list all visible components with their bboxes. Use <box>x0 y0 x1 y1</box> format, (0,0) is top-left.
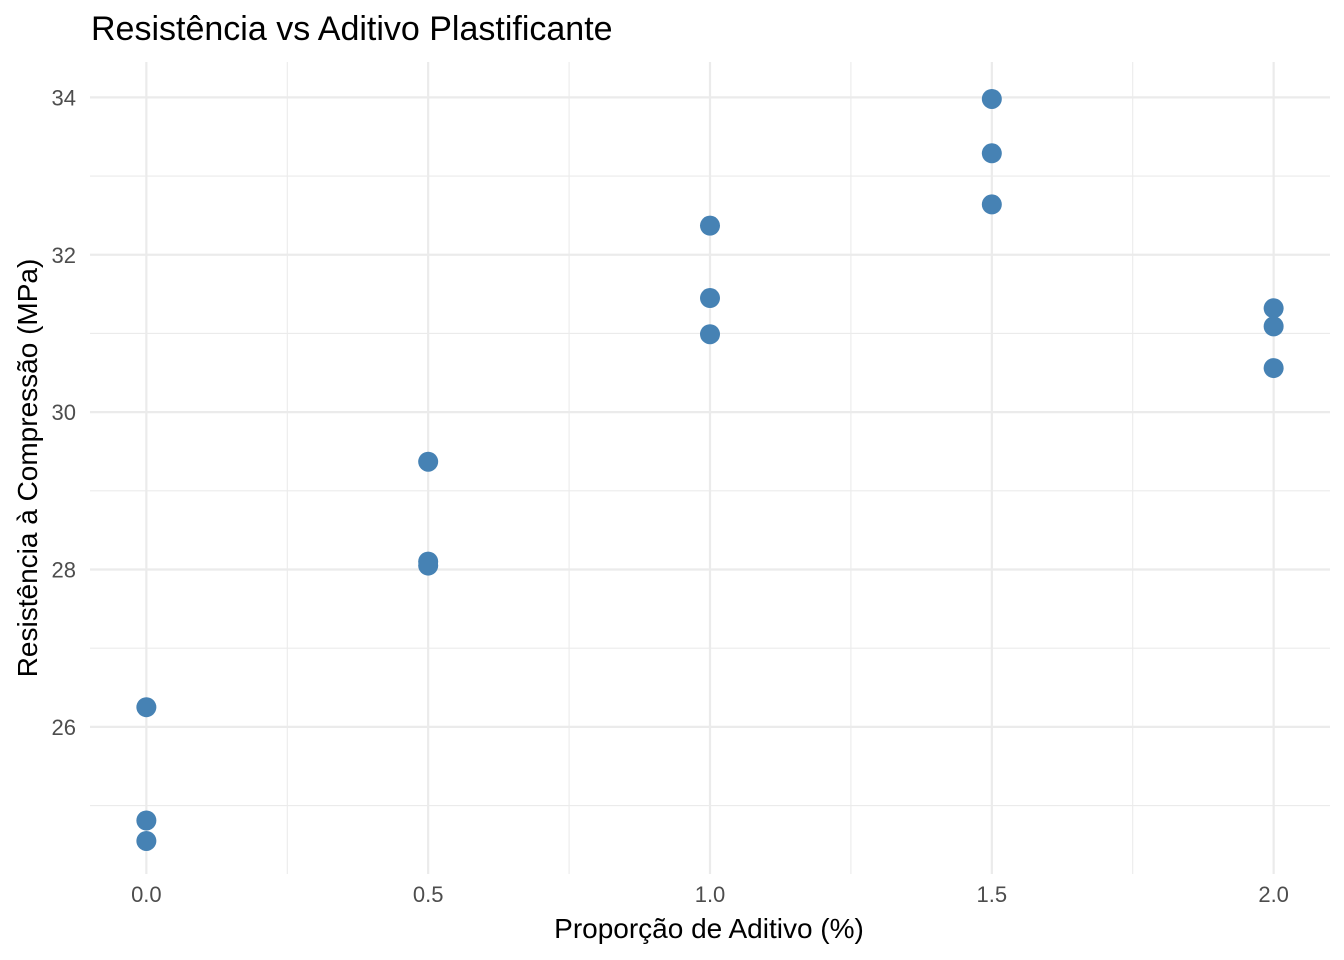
y-axis-tick-labels: 26 28 30 32 34 <box>52 85 76 739</box>
grid-lines <box>90 62 1330 874</box>
y-tick-label: 34 <box>52 85 76 110</box>
data-point <box>981 143 1002 164</box>
data-point <box>1263 298 1284 319</box>
y-tick-label: 28 <box>52 558 76 583</box>
data-point <box>700 215 720 236</box>
data-point <box>136 810 157 831</box>
data-point <box>700 288 720 309</box>
data-points <box>136 88 1284 851</box>
y-tick-label: 26 <box>52 715 76 740</box>
x-axis-tick-labels: 0.0 0.5 1.0 1.5 2.0 <box>131 882 1289 907</box>
data-point <box>136 697 157 718</box>
x-tick-label: 0.0 <box>131 882 162 907</box>
data-point <box>418 451 439 472</box>
data-point <box>981 88 1002 109</box>
data-point <box>136 830 157 851</box>
x-tick-label: 1.0 <box>695 882 726 907</box>
data-point <box>981 194 1002 215</box>
y-tick-label: 30 <box>52 400 76 425</box>
x-axis-title: Proporção de Aditivo (%) <box>554 913 864 944</box>
y-axis-title: Resistência à Compressão (MPa) <box>12 259 43 678</box>
x-tick-label: 2.0 <box>1258 882 1289 907</box>
data-point <box>1263 316 1284 337</box>
chart-title: Resistência vs Aditivo Plastificante <box>91 10 613 48</box>
x-tick-label: 1.5 <box>977 882 1008 907</box>
y-tick-label: 32 <box>52 243 76 268</box>
data-point <box>700 324 720 345</box>
data-point <box>1263 358 1284 379</box>
data-point <box>418 555 439 576</box>
x-tick-label: 0.5 <box>413 882 444 907</box>
